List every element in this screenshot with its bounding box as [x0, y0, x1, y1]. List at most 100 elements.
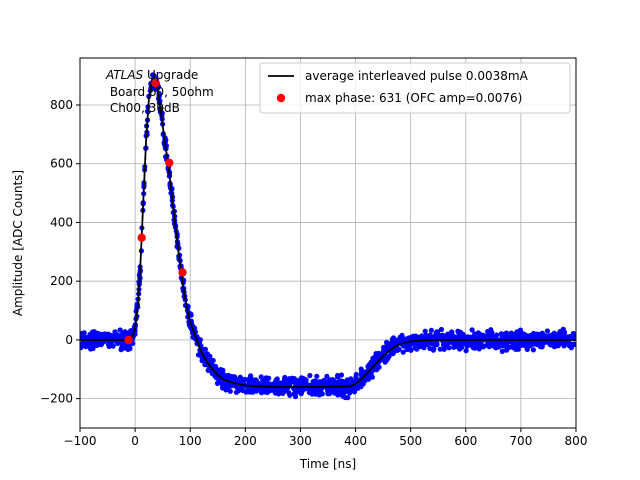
raw-sample-point [449, 331, 455, 337]
max-phase-point [151, 78, 160, 88]
raw-sample-point [326, 391, 333, 397]
legend: average interleaved pulse 0.0038mA max p… [259, 62, 571, 114]
raw-sample-point [389, 338, 395, 344]
raw-sample-point [544, 328, 551, 334]
raw-sample-point [431, 346, 437, 352]
raw-sample-point [216, 367, 222, 373]
raw-sample-point [283, 380, 289, 386]
raw-sample-point [263, 379, 269, 385]
raw-sample-point [298, 391, 304, 397]
raw-sample-point [437, 346, 443, 352]
raw-sample-point [517, 340, 523, 346]
y-axis-ticks: −200 0 200 400 600 800 [40, 98, 80, 406]
raw-sample-point [303, 378, 309, 384]
raw-sample-point [531, 330, 537, 337]
raw-sample-point [510, 344, 516, 351]
raw-sample-point [340, 390, 346, 396]
raw-sample-point [251, 381, 257, 387]
raw-sample-point [400, 349, 406, 355]
raw-sample-point [487, 342, 493, 348]
raw-sample-point [405, 346, 411, 352]
raw-sample-point [551, 344, 558, 350]
raw-sample-point [428, 327, 434, 333]
raw-sample-point [485, 331, 492, 337]
raw-sample-point [255, 380, 261, 386]
legend-label-average: average interleaved pulse 0.0038mA [305, 69, 529, 83]
annotation-line-1: ATLAS Upgrade [105, 68, 198, 82]
raw-sample-point [422, 328, 428, 334]
raw-sample-point [282, 374, 288, 381]
raw-sample-point [446, 340, 452, 346]
y-tick-label: 800 [50, 98, 73, 112]
raw-sample-point [469, 327, 475, 333]
raw-sample-point [94, 342, 100, 348]
raw-sample-point [262, 389, 268, 395]
y-tick-label: 400 [50, 215, 73, 229]
raw-sample-point [365, 363, 371, 369]
raw-sample-point [566, 343, 573, 349]
raw-sample-point [255, 386, 261, 392]
raw-sample-point [338, 386, 344, 392]
raw-sample-point [499, 348, 505, 354]
raw-sample-point [441, 342, 447, 348]
raw-sample-point [535, 340, 541, 346]
raw-sample-point [382, 359, 388, 365]
x-tick-label: 100 [179, 434, 202, 448]
max-phase-point [178, 268, 187, 277]
raw-sample-point [272, 389, 279, 395]
annotation-line-3: Ch00, 30dB [106, 101, 180, 115]
raw-sample-point [397, 334, 403, 340]
raw-sample-point [474, 332, 481, 338]
raw-sample-point [552, 331, 559, 337]
raw-sample-point [235, 376, 241, 383]
raw-sample-point [372, 354, 378, 360]
raw-sample-point [275, 381, 281, 387]
x-tick-label: 700 [509, 434, 532, 448]
raw-sample-point [345, 395, 351, 401]
legend-label-max-phase: max phase: 631 (OFC amp=0.0076) [305, 91, 522, 105]
grid-lines [79, 58, 577, 428]
raw-sample-point [493, 344, 499, 350]
raw-sample-point [80, 342, 86, 349]
annotation-upgrade: Upgrade [143, 68, 198, 82]
raw-sample-point [369, 374, 375, 380]
raw-sample-point [90, 345, 96, 352]
legend-point-swatch [276, 93, 286, 103]
raw-sample-point [385, 355, 391, 361]
x-tick-label: 400 [344, 434, 367, 448]
raw-sample-point [283, 388, 289, 394]
max-phase-point [137, 233, 146, 242]
raw-sample-point [96, 333, 103, 339]
max-phase-point [124, 335, 133, 345]
x-tick-label: −100 [64, 434, 97, 448]
y-axis-label: Amplitude [ADC Counts] [11, 170, 25, 316]
raw-sample-point [493, 340, 499, 346]
raw-sample-point [293, 389, 299, 395]
x-tick-label: 0 [131, 434, 139, 448]
annotation-line-2: Board 60, 50ohm [106, 85, 214, 99]
raw-sample-point [127, 346, 133, 352]
x-tick-label: 300 [289, 434, 312, 448]
raw-sample-point [373, 365, 379, 371]
raw-sample-point [360, 378, 367, 385]
raw-sample-point [539, 343, 545, 349]
raw-sample-point [445, 331, 451, 338]
raw-sample-point [314, 388, 320, 394]
raw-sample-point [503, 339, 509, 345]
raw-sample-point [452, 341, 458, 347]
raw-sample-point [527, 342, 534, 348]
x-tick-label: 500 [399, 434, 422, 448]
raw-sample-point [150, 72, 156, 78]
x-axis-label: Time [ns] [299, 457, 356, 471]
raw-sample-point [438, 333, 444, 339]
raw-sample-point [318, 379, 324, 385]
raw-sample-point [560, 326, 566, 332]
raw-sample-point [480, 343, 486, 349]
raw-sample-point [505, 334, 511, 340]
raw-sample-point [314, 373, 320, 379]
raw-sample-point [408, 335, 415, 341]
raw-sample-point [463, 348, 469, 354]
raw-sample-point [530, 347, 537, 353]
raw-sample-point [116, 334, 122, 340]
